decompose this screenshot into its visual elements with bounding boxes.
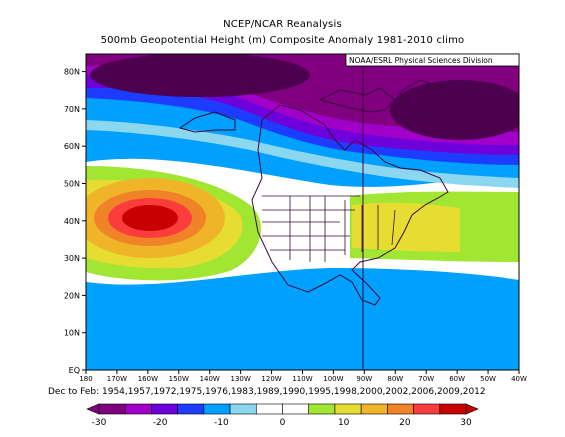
colorbar-swatch — [308, 403, 336, 415]
colorbar-tick-label: -30 — [92, 418, 107, 428]
lat-tick-label: 50N — [64, 180, 80, 189]
lat-tick-label: 80N — [64, 68, 80, 77]
lon-tick-label: 40W — [511, 375, 527, 383]
coastlines — [178, 79, 449, 306]
anomaly-contours — [86, 54, 519, 370]
composite-dates: Dec to Feb: 1954,1957,1972,1975,1976,198… — [48, 387, 486, 397]
colorbar-swatch — [255, 403, 283, 415]
lon-tick-label: 50W — [480, 375, 496, 383]
colorbar-tick-label: 20 — [399, 418, 411, 428]
colorbar-swatch — [98, 403, 126, 415]
lat-tick-label: 70N — [64, 105, 80, 114]
lon-tick-label: 120W — [261, 375, 281, 383]
chart-subtitle: 500mb Geopotential Height (m) Composite … — [100, 35, 465, 46]
lon-tick-label: 90W — [356, 375, 372, 383]
negative-core-west — [90, 54, 310, 97]
lat-tick-label: 30N — [64, 254, 80, 263]
negative-core-east — [390, 80, 519, 140]
colorbar-swatch — [334, 403, 362, 415]
colorbar-swatch — [203, 403, 231, 415]
credit-box — [345, 53, 520, 67]
lon-tick-label: 130W — [230, 375, 250, 383]
positive-dark-red — [122, 205, 178, 231]
colorbar-swatch — [387, 403, 414, 415]
lat-tick-label: EQ — [69, 366, 80, 375]
colorbar-tick-label: -20 — [153, 418, 168, 428]
lon-tick-label: 60W — [449, 375, 465, 383]
colorbar-left-arrow — [86, 403, 100, 415]
colorbar-swatch — [177, 403, 205, 415]
chart-title: NCEP/NCAR Reanalysis — [223, 19, 342, 30]
colorbar-swatch — [151, 403, 178, 415]
us-state-borders — [262, 195, 396, 262]
latitude-axis: EQ 10N 20N 30N 40N 50N 60N 70N 80N — [64, 68, 86, 375]
colorbar-tick-label: 10 — [338, 418, 350, 428]
lon-tick-label: 80W — [387, 375, 403, 383]
lat-tick-label: 40N — [64, 217, 80, 226]
colorbar-swatch — [439, 403, 467, 415]
lon-tick-label: 170W — [107, 375, 127, 383]
colorbar-swatch — [282, 403, 310, 415]
colorbar-swatch — [413, 403, 441, 415]
longitude-axis: 180 170W 160W 150W 140W 130W 120W 110W 100W 90W 80… — [79, 370, 527, 383]
lon-tick-label: 180 — [79, 375, 92, 383]
lon-tick-label: 150W — [169, 375, 189, 383]
colorbar: -30 -20 -10 0 10 20 30 — [86, 403, 479, 428]
lon-tick-label: 160W — [138, 375, 158, 383]
lon-tick-label: 140W — [200, 375, 220, 383]
lon-tick-label: 100W — [323, 375, 343, 383]
lat-tick-label: 60N — [64, 142, 80, 151]
colorbar-swatch — [360, 403, 388, 415]
lat-tick-label: 20N — [64, 291, 80, 300]
colorbar-tick-label: 30 — [460, 418, 472, 428]
colorbar-right-arrow — [465, 403, 479, 415]
colorbar-swatch — [124, 403, 152, 415]
credit-text: NOAA/ESRL Physical Sciences Division — [349, 56, 493, 65]
lat-tick-label: 10N — [64, 329, 80, 338]
lon-tick-label: 110W — [292, 375, 312, 383]
colorbar-swatch — [229, 403, 257, 415]
lon-tick-label: 70W — [418, 375, 434, 383]
colorbar-tick-label: 0 — [280, 418, 286, 428]
colorbar-tick-label: -10 — [214, 418, 229, 428]
